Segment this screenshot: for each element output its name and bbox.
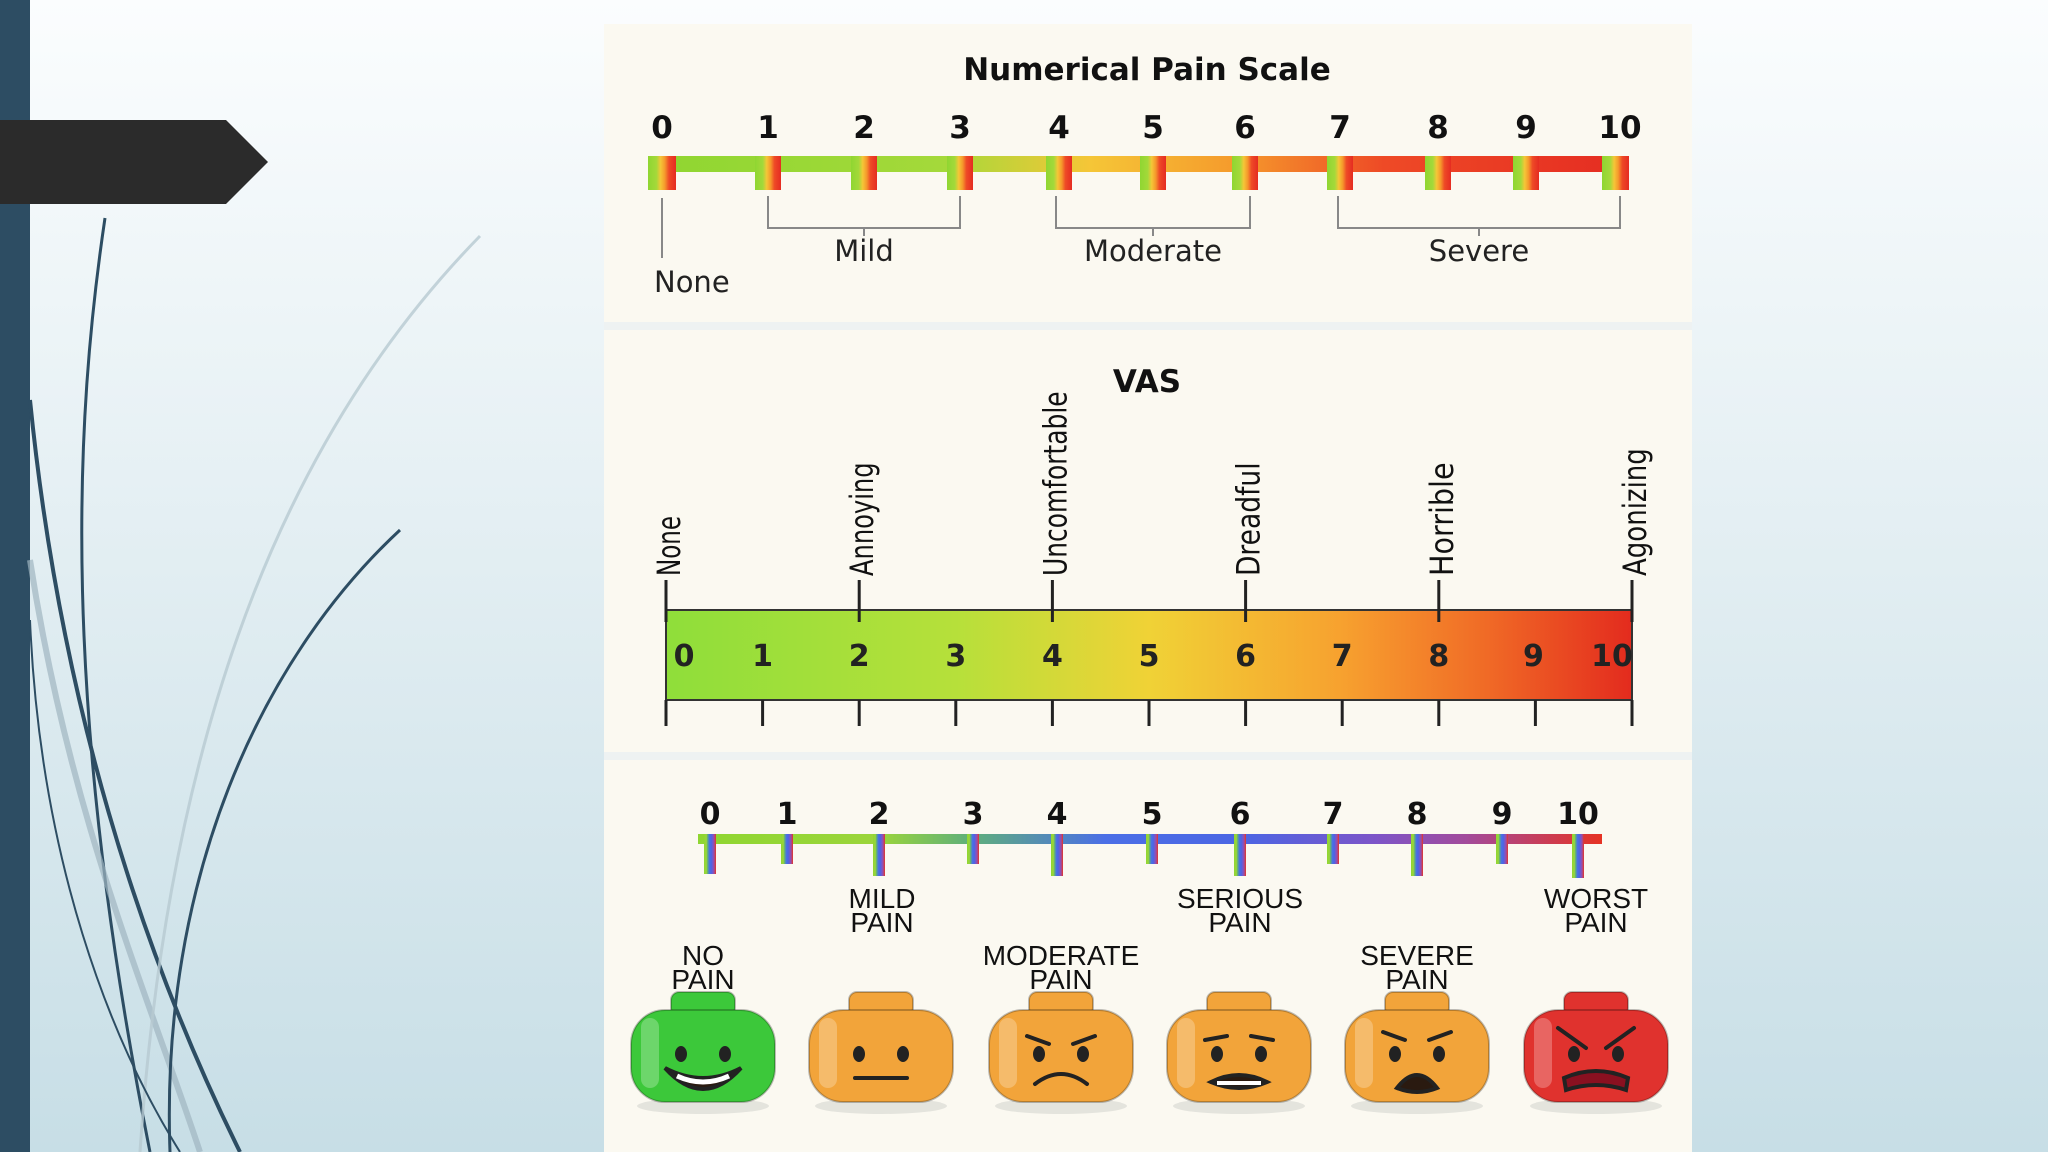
faces-tick [967,834,979,864]
nrs-tick [648,156,676,190]
moderate-pain-label-line1: MODERATE [983,940,1140,971]
severe-pain-label-line2: PAIN [1385,964,1448,995]
vas-descriptor-uncomfortable: Uncomfortable [1036,391,1074,576]
faces-tick [781,834,793,864]
vas-descriptor-horrible: Horrible [1423,462,1461,576]
nrs-tick [1425,156,1451,190]
vas-number-3: 3 [945,639,966,674]
nrs-number-0: 0 [651,110,673,146]
vas-number-6: 6 [1235,639,1256,674]
nrs-group-severe: Severe [1429,234,1529,268]
faces-number-3: 3 [963,797,984,832]
pain-scales-panel [604,24,1692,1152]
nrs-tick [755,156,781,190]
nrs-number-7: 7 [1329,110,1351,146]
nrs-number-3: 3 [949,110,971,146]
nrs-number-2: 2 [853,110,875,146]
faces-number-8: 8 [1407,797,1428,832]
no-pain-label-line1: NO [682,940,724,971]
faces-number-5: 5 [1142,797,1163,832]
nrs-number-1: 1 [757,110,779,146]
faces-number-9: 9 [1492,797,1513,832]
worst-pain-face-icon [1523,991,1669,1114]
faces-tick [1327,834,1339,864]
faces-tick [1572,834,1584,878]
serious-pain-label-line2: PAIN [1208,907,1271,938]
nrs-tick [1327,156,1353,190]
vas-number-9: 9 [1523,639,1544,674]
faces-tick [1146,834,1158,864]
nrs-brackets [661,196,1621,258]
nrs-number-6: 6 [1234,110,1256,146]
nrs-tick [1046,156,1072,190]
nrs-group-mild: Mild [834,234,894,268]
nrs-title: Numerical Pain Scale [963,52,1331,88]
faces-number-4: 4 [1047,797,1068,832]
nrs-number-9: 9 [1515,110,1537,146]
vas-number-7: 7 [1332,639,1353,674]
worst-pain-label-line1: WORST [1544,883,1648,914]
faces-number-2: 2 [869,797,890,832]
nrs-tick [1232,156,1258,190]
nrs-tick [851,156,877,190]
faces-number-6: 6 [1230,797,1251,832]
vas-number-8: 8 [1428,639,1449,674]
worst-pain-label-line2: PAIN [1564,907,1627,938]
vas-descriptor-annoying: Annoying [843,462,881,576]
faces-tick [1051,834,1063,876]
vas-descriptor-dreadful: Dreadful [1230,462,1268,576]
vas-number-5: 5 [1139,639,1160,674]
vas-number-0: 0 [674,639,695,674]
nrs-number-8: 8 [1427,110,1449,146]
mild-pain-label-line1: MILD [849,883,916,914]
vas-number-4: 4 [1042,639,1063,674]
faces-number-1: 1 [777,797,798,832]
moderate-pain-label-line2: PAIN [1029,964,1092,995]
serious-pain-label-line1: SERIOUS [1177,883,1303,914]
vas-descriptor-none: None [650,516,688,576]
faces-tick [704,834,716,874]
no-pain-face-icon [630,991,776,1114]
nrs-number-10: 10 [1598,110,1641,146]
nrs-tick [1513,156,1539,190]
faces-scale-bar [698,834,1602,878]
faces-number-7: 7 [1323,797,1344,832]
faces-number-10: 10 [1557,797,1599,832]
vas-number-1: 1 [752,639,773,674]
faces-number-0: 0 [700,797,721,832]
nrs-number-5: 5 [1142,110,1164,146]
mild-pain-face-icon [808,991,954,1114]
faces-tick [1411,834,1423,876]
mild-pain-label-line2: PAIN [850,907,913,938]
nrs-number-4: 4 [1048,110,1070,146]
nrs-group-moderate: Moderate [1084,234,1222,268]
vas-number-2: 2 [849,639,870,674]
moderate-pain-face-icon [988,991,1134,1114]
faces-tick [1496,834,1508,864]
decorative-swooshes [27,217,482,1152]
vas-title: VAS [1113,364,1181,400]
nrs-scale-bar [648,156,1629,190]
vas-descriptor-agonizing: Agonizing [1616,448,1654,576]
nrs-tick [1140,156,1166,190]
severe-pain-face-icon [1344,991,1490,1114]
nrs-group-none: None [654,265,730,299]
serious-pain-face-icon [1166,991,1312,1114]
nrs-tick [1602,156,1629,190]
faces-tick [1234,834,1246,876]
no-pain-label-line2: PAIN [671,964,734,995]
vas-number-10: 10 [1591,639,1633,674]
severe-pain-label-line1: SEVERE [1360,940,1474,971]
nrs-tick [947,156,973,190]
arrow-tab [0,120,268,204]
vas-gradient-bar [665,609,1633,701]
faces-tick [873,834,885,876]
section-divider [604,752,1692,760]
section-divider [604,322,1692,330]
